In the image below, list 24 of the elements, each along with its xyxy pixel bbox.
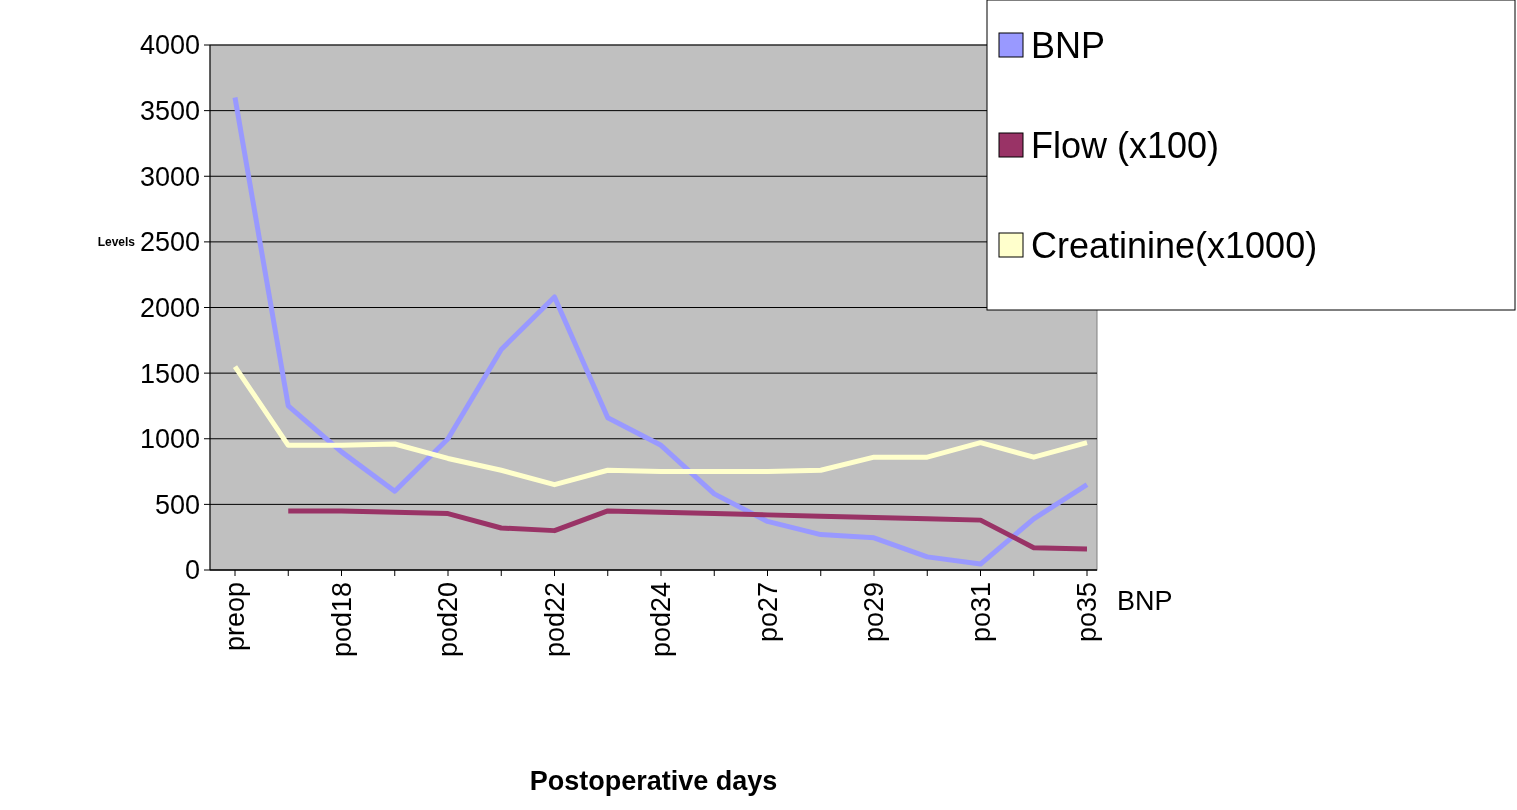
legend-label: Creatinine(x1000) (1031, 224, 1318, 266)
x-tick-label: po29 (859, 582, 889, 643)
x-tick-label: pod20 (433, 582, 463, 658)
y-tick-label: 1000 (139, 424, 200, 455)
y-tick-label: 2000 (139, 292, 200, 323)
x-tick-label: pod18 (326, 582, 357, 658)
y-tick-label: 500 (154, 489, 200, 520)
y-tick-label: 3500 (139, 96, 200, 127)
y-tick-label: 4000 (139, 30, 200, 61)
y-tick-label: 2500 (139, 227, 200, 258)
x-tick-label: pod24 (646, 582, 676, 658)
x-tick-label: preop (220, 582, 250, 652)
y-tick-label: 1500 (139, 358, 200, 389)
y-tick-label: 3000 (139, 161, 200, 192)
legend-label: Flow (x100) (1031, 124, 1220, 166)
y-axis-title: Levels (97, 235, 136, 250)
legend-label: BNP (1031, 24, 1106, 66)
y-tick-label: 0 (184, 555, 200, 586)
x-tick-label: po35 (1072, 582, 1102, 643)
x-tick-label: pod22 (539, 582, 570, 658)
text: BNP (1117, 586, 1173, 616)
x-tick-label: po31 (965, 582, 996, 643)
x-axis-title: Postoperative days (529, 766, 778, 796)
x-tick-label: po27 (752, 582, 783, 643)
